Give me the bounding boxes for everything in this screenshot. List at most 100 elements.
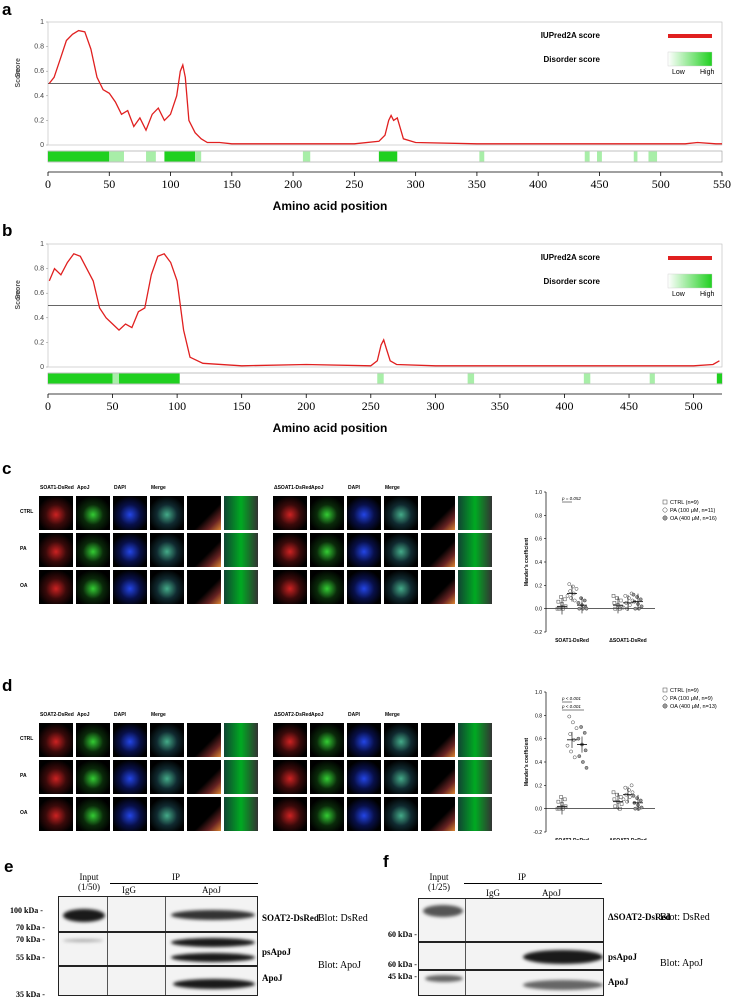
blot-f-input-ratio: (1/25) — [428, 882, 450, 892]
data-point — [555, 806, 560, 811]
data-point — [567, 582, 572, 587]
x-tick-label: 400 — [555, 399, 573, 413]
micrograph-cell — [346, 532, 382, 568]
y-tick-label: 0.8 — [535, 713, 542, 719]
y-tick-label: 1.0 — [535, 690, 542, 696]
data-point — [568, 589, 573, 594]
data-point — [574, 726, 579, 731]
blot-f-blot-apoj: Blot: ApoJ — [660, 958, 704, 969]
disorder-segment — [109, 151, 124, 162]
blot-e-igg: IgG — [122, 885, 136, 895]
data-point — [627, 795, 632, 799]
data-point — [612, 601, 617, 605]
micrograph-cell — [420, 532, 456, 568]
y-tick-label: 0.6 — [34, 68, 44, 75]
micrograph-cell — [223, 569, 259, 605]
data-point — [567, 714, 572, 719]
blot-e-apoj: ApoJ — [202, 885, 222, 895]
y-tick-label: 0 — [40, 142, 44, 149]
micrograph-cell — [75, 569, 111, 605]
data-point — [631, 793, 636, 798]
left-col-label: DAPI — [114, 485, 126, 491]
micrograph-cell — [383, 796, 419, 832]
left-col-label: ApoJ — [77, 485, 90, 491]
data-point — [561, 806, 565, 811]
y-axis-label-2: Score — [15, 68, 22, 88]
legend-iupred: IUPred2A score — [541, 31, 601, 40]
y-tick-label: 0.8 — [34, 44, 44, 51]
micrograph-cell — [457, 532, 493, 568]
data-point — [577, 606, 582, 611]
data-point — [619, 802, 624, 806]
micrograph-cell — [112, 495, 148, 531]
micrograph-cell — [457, 495, 493, 531]
micrograph-cell — [149, 569, 185, 605]
blot-e-marker-4: 35 kDa - — [16, 990, 45, 999]
y-axis-label: Mander's coefficient — [524, 738, 530, 786]
data-point — [584, 765, 589, 770]
data-point — [569, 749, 573, 754]
data-point — [618, 598, 623, 603]
micrograph-cell — [346, 796, 382, 832]
data-point — [621, 797, 626, 802]
micrograph-cell — [346, 722, 382, 758]
data-point — [562, 597, 567, 602]
band — [63, 939, 103, 942]
legend-disorder: Disorder score — [544, 55, 601, 64]
row-label: PA — [20, 773, 27, 779]
y-tick-label: -0.2 — [533, 630, 542, 636]
micrograph-cell — [112, 722, 148, 758]
blot-f-band-2: ApoJ — [608, 977, 629, 987]
disorder-segment — [48, 373, 113, 384]
blot-e: Input (1/50) IP IgG ApoJ 100 kDa - 70 kD… — [0, 872, 370, 1000]
micrograph-cell — [457, 796, 493, 832]
x-tick-label: 450 — [620, 399, 638, 413]
micrograph-cell — [272, 722, 308, 758]
legend-label: CTRL (n=9) — [670, 688, 699, 694]
legend-low: Low — [672, 69, 686, 76]
micrograph-cell — [383, 569, 419, 605]
left-col-label: SOAT2-DsRed — [40, 712, 74, 718]
y-tick-label: 0.6 — [535, 537, 542, 543]
legend-high: High — [700, 69, 715, 76]
panel-letter-d: d — [2, 676, 13, 695]
legend-marker — [662, 687, 668, 693]
micrograph-cell — [383, 722, 419, 758]
blot-f-ip-line — [464, 883, 602, 884]
micrograph-cell — [38, 722, 74, 758]
x-tick-label: 50 — [103, 177, 115, 191]
right-col-label: ApoJ — [311, 712, 324, 718]
data-point — [613, 606, 618, 611]
right-col-label: Merge — [385, 712, 400, 718]
data-point — [618, 795, 623, 799]
data-point — [625, 799, 629, 804]
y-tick-label: 1.0 — [535, 490, 542, 496]
blot-e-band-1: psApoJ — [262, 947, 292, 957]
microscopy-grid-d: SOAT2-DsRed ApoJ DAPI Merge ΔSOAT2-DsRed ApoJ… — [20, 712, 520, 882]
disorder-segment — [112, 373, 120, 384]
disorder-segment — [583, 373, 591, 384]
micrograph-cell — [38, 495, 74, 531]
legend-label: PA (100 μM, n=9) — [670, 696, 713, 702]
data-point — [623, 593, 628, 598]
manders-plot-d: -0.2 0.0 0.2 0.4 0.6 0.8 1.0 Mander's coefficie… — [524, 687, 717, 840]
y-tick-label: 0.0 — [535, 807, 542, 813]
data-point — [559, 595, 563, 599]
legend-label: PA (100 μM, n=11) — [670, 508, 715, 514]
micrograph-cell — [309, 759, 345, 795]
micrograph-cell — [383, 495, 419, 531]
annotation: p < 0.001 — [561, 696, 581, 701]
group-label: ΔSOAT1-DsRed — [609, 638, 646, 644]
right-col-label: ΔSOAT1-DsRed — [274, 485, 312, 491]
micrograph-cell — [75, 532, 111, 568]
data-point — [619, 605, 624, 610]
micrograph-cell — [38, 759, 74, 795]
blot-e-ip: IP — [172, 872, 181, 882]
blot-f-igg: IgG — [486, 888, 500, 898]
data-point — [574, 586, 579, 591]
x-tick-label: 450 — [590, 177, 608, 191]
row-label: OA — [20, 810, 28, 816]
disorder-segment — [633, 151, 638, 162]
micrograph-cell — [186, 532, 222, 568]
y-tick-label: 0.4 — [535, 760, 542, 766]
